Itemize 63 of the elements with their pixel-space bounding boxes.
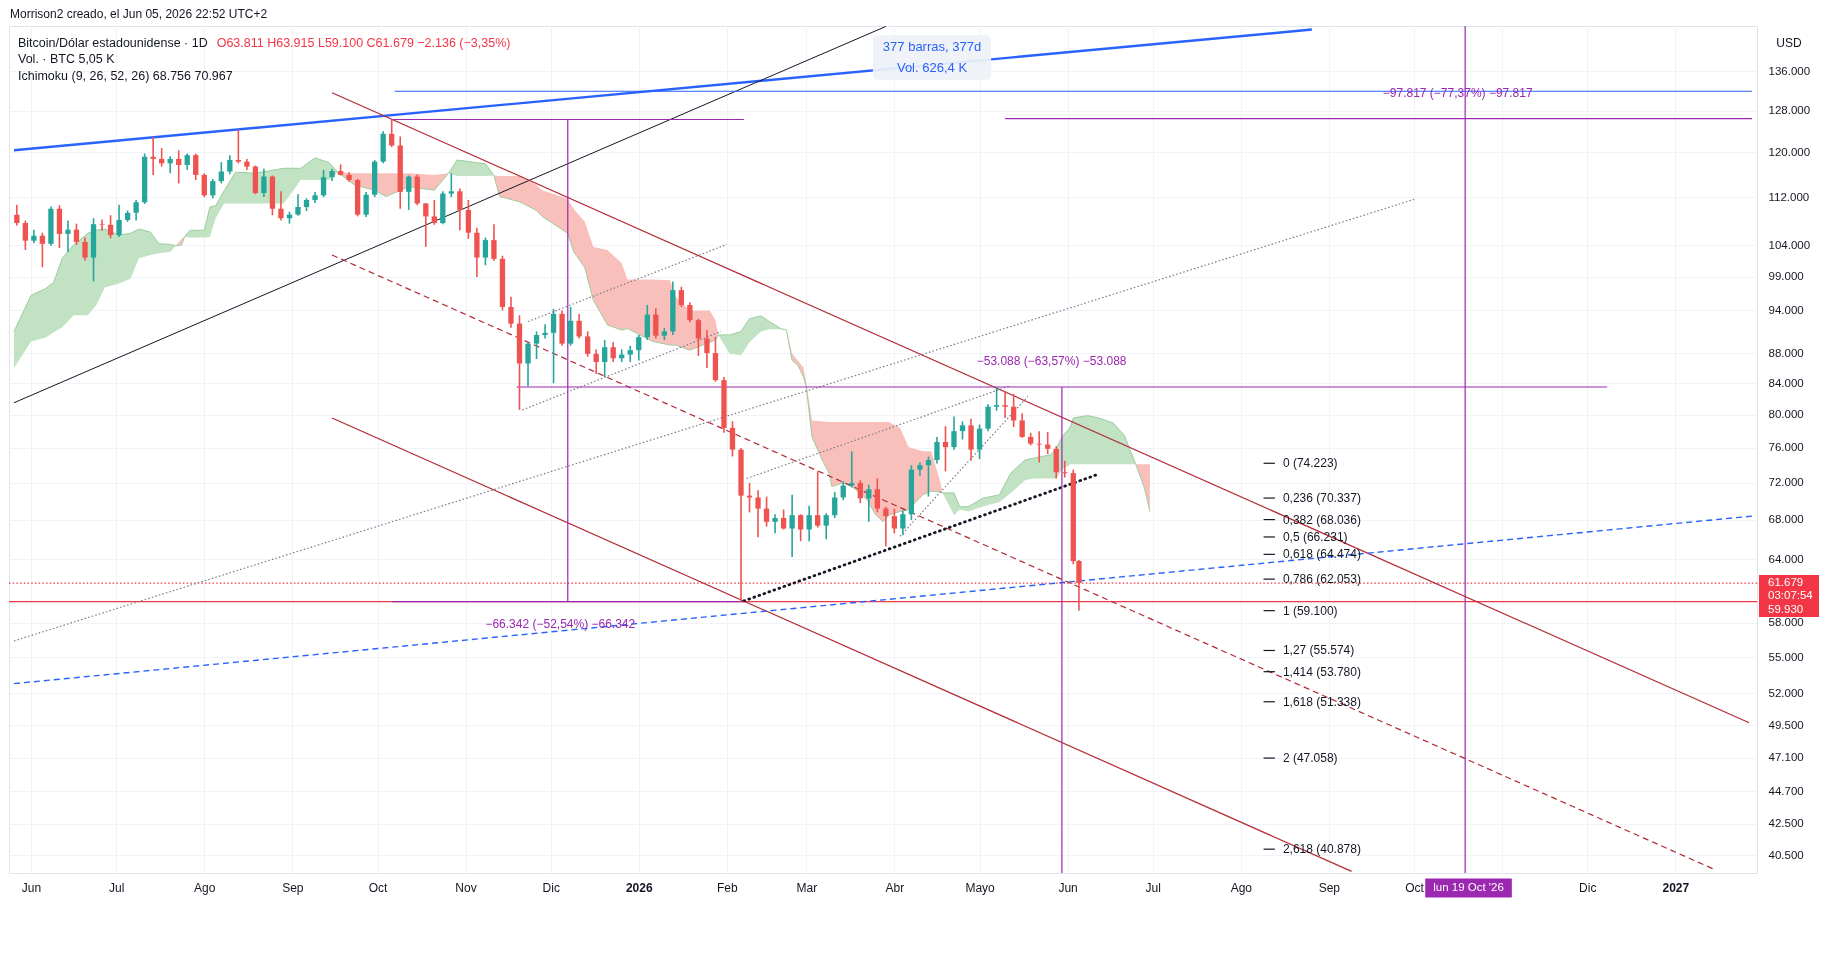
x-tick-label: Sep [282,880,304,895]
annotation: 1,414 (53.780) [1282,664,1361,679]
ref-line-label: lun 19 Oct '26 [1433,881,1504,893]
y-tick-label: 94.000 [1768,303,1804,316]
x-tick-label: Jul [109,880,125,895]
x-tick-label: Dic [1579,880,1597,895]
annotation: 377 barras, 377d [882,39,982,54]
y-tick-label: 47.100 [1768,751,1804,764]
x-tick-label: Oct [368,880,388,895]
y-tick-label: 49.500 [1768,718,1804,731]
annotation: 1,27 (55.574) [1282,643,1355,658]
annotation: O63.811 H63.915 L59.100 C61.679 −2.136 (−3,35%) [216,36,511,50]
y-tick-label: 76.000 [1768,441,1804,454]
x-tick-label: Jun [21,880,42,895]
y-tick-label: 120.000 [1768,145,1811,158]
y-tick-label: 128.000 [1768,104,1811,117]
ref-line-label: 59.930 [1768,602,1804,615]
text: 03:07:54 [1768,588,1814,601]
y-tick-label: 104.000 [1768,238,1811,251]
y-tick-label: 58.000 [1768,616,1804,629]
annotation: Vol. · BTC 5,05 K [18,52,116,66]
annotation: 0,236 (70.337) [1282,491,1361,506]
y-tick-label: 99.000 [1768,270,1804,283]
x-tick-label: Nov [455,880,477,895]
y-tick-label: 64.000 [1768,552,1804,565]
y-tick-label: 112.000 [1768,190,1810,203]
y-tick-label: 68.000 [1768,513,1804,526]
x-tick-label: Sep [1318,880,1341,895]
x-tick-label: Jun [1058,880,1078,895]
annotation: 0,786 (62.053) [1282,572,1361,587]
x-tick-label: Abr [885,880,905,895]
annotation: 2 (47.058) [1282,751,1338,766]
x-tick-label: 2026 [625,880,653,895]
y-tick-label: 55.000 [1768,650,1804,663]
annotation: 1 (59.100) [1282,603,1338,618]
y-tick-label: 40.500 [1768,848,1804,861]
x-tick-label: Ago [194,880,216,895]
y-tick-label: 44.700 [1768,784,1804,797]
y-tick-label: 84.000 [1768,376,1804,389]
annotation: Vol. 626,4 K [896,60,968,75]
y-tick-label: 52.000 [1768,686,1804,699]
annotation: −53.088 (−63,57%) −53.088 [976,353,1127,368]
y-tick-label: 72.000 [1768,476,1804,489]
y-tick-label: 136.000 [1768,64,1811,77]
x-tick-label: Ago [1230,880,1253,895]
ref-line-label: 61.679 [1768,575,1804,588]
x-tick-label: Oct [1405,880,1425,895]
y-tick-label: 80.000 [1768,408,1804,421]
annotation: −66.342 (−52,54%) −66.342 [485,616,636,631]
x-tick-label: Jul [1145,880,1161,895]
annotation: 0 (74.223) [1282,456,1338,471]
x-tick-label: Mayo [965,880,996,895]
annotation: Ichimoku (9, 26, 52, 26) 68.756 70.967 [18,69,233,83]
text: Bitcoin/Dólar estadounidense · 1D [18,36,208,50]
y-tick-label: 42.500 [1768,817,1804,830]
x-tick-label: Mar [796,880,818,895]
x-tick-label: Dic [542,880,560,895]
x-tick-label: Feb [716,880,738,895]
text: Morrison2 creado, el Jun 05, 2026 22:52 UTC+2 [10,7,268,21]
x-tick-label: 2027 [1662,880,1690,895]
annotation: 1,618 (51.338) [1282,694,1361,709]
y-tick-label: 88.000 [1768,346,1804,359]
y-axis-title: USD [1776,36,1802,50]
